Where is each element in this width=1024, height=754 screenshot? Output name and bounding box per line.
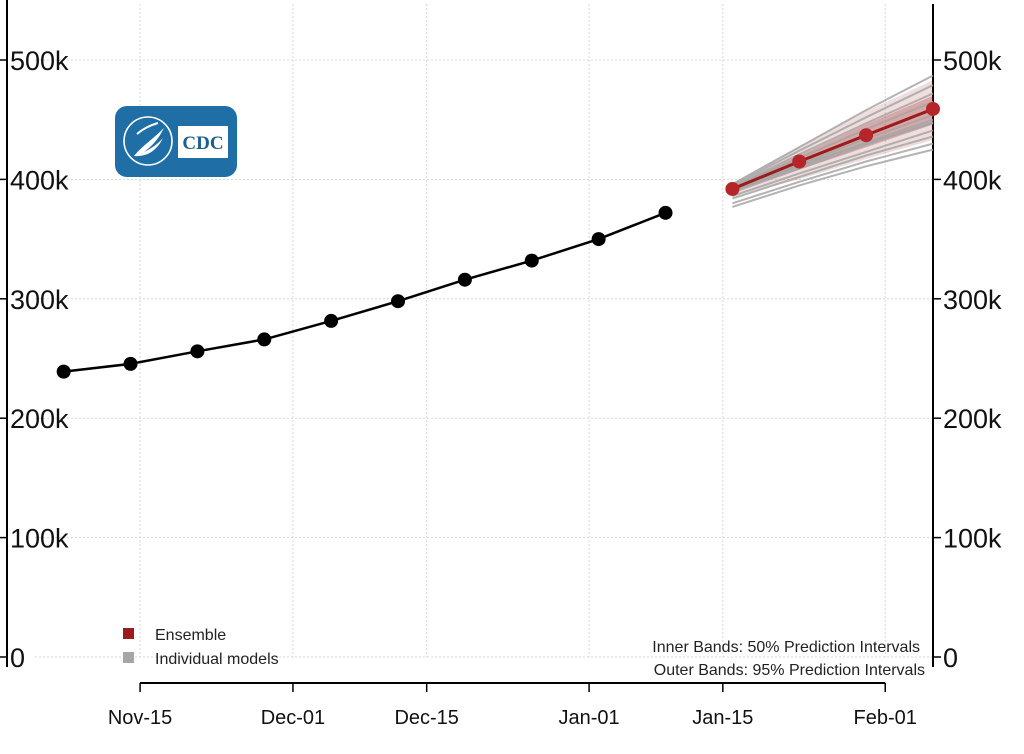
legend-label-ensemble: Ensemble: [155, 627, 226, 644]
right-y-tick-label: 300k: [943, 285, 1002, 315]
x-tick-label: Dec-01: [261, 707, 325, 729]
ensemble-point: [926, 101, 940, 116]
individual-model-line: [732, 135, 934, 200]
ensemble-point: [859, 128, 874, 143]
observed-point: [190, 344, 205, 359]
right-y-tick-label: 200k: [943, 404, 1002, 434]
observed-line: [63, 211, 666, 373]
right-y-axis: 0 100k 200k 300k 400k 500k: [932, 4, 1002, 673]
observed-point: [324, 313, 339, 328]
left-y-tick-label: 0: [10, 643, 25, 673]
right-y-tick-label: 0: [943, 643, 958, 673]
x-tick-label: Jan-15: [692, 707, 753, 729]
observed-point: [257, 332, 272, 347]
individual-model-line: [732, 142, 934, 205]
observed-point: [56, 364, 71, 379]
left-y-tick-label: 100k: [10, 524, 69, 554]
x-axis: Nov-15 Dec-01 Dec-15 Jan-01 Jan-15 Feb-01: [108, 682, 917, 729]
legend-label-individual-models: Individual models: [155, 651, 279, 668]
ensemble-point: [725, 181, 740, 196]
legend-swatch-individual-models: [123, 652, 134, 663]
right-y-tick-label: 400k: [943, 165, 1002, 195]
ensemble-point: [792, 154, 807, 169]
observed-point: [591, 232, 606, 247]
cdc-text-box: [178, 126, 228, 158]
legend-swatch-ensemble: [123, 628, 134, 639]
legend: Ensemble Individual models: [123, 627, 279, 668]
note-inner-bands: Inner Bands: 50% Prediction Intervals: [652, 639, 920, 656]
right-y-tick-label: 100k: [943, 524, 1002, 554]
grid: [35, 4, 933, 658]
logo-text: CDC: [182, 133, 223, 154]
x-tick-label: Jan-01: [559, 707, 620, 729]
left-y-tick-label: 500k: [10, 46, 69, 76]
ensemble-line: [731, 107, 934, 191]
individual-model-line: [731, 74, 934, 186]
hhs-eagle-icon: [123, 116, 173, 166]
observed-point: [457, 272, 472, 287]
cdc-logo: CDC: [115, 106, 237, 177]
individual-model-line: [732, 148, 934, 208]
x-tick-label: Feb-01: [854, 707, 917, 729]
interval-note: Inner Bands: 50% Prediction Intervals Ou…: [652, 639, 925, 679]
observed-point: [123, 356, 138, 371]
individual-model-line: [731, 84, 934, 187]
individual-model-line: [731, 92, 934, 188]
observed-point: [524, 253, 539, 268]
observed-series: [56, 205, 673, 379]
individual-model-line: [731, 100, 934, 189]
x-tick-label: Nov-15: [108, 707, 172, 729]
right-y-tick-label: 500k: [943, 46, 1002, 76]
left-y-tick-label: 200k: [10, 404, 69, 434]
left-y-axis: 0 100k 200k 300k 400k 500k: [0, 0, 69, 673]
observed-point: [658, 205, 673, 220]
ensemble-series: [725, 101, 940, 196]
individual-model-line: [732, 129, 934, 198]
logo-background: [115, 106, 237, 177]
left-y-tick-label: 400k: [10, 165, 69, 195]
x-tick-label: Dec-15: [394, 707, 458, 729]
observed-point: [391, 294, 406, 309]
note-outer-bands: Outer Bands: 95% Prediction Intervals: [654, 662, 925, 679]
left-y-tick-label: 300k: [10, 285, 69, 315]
